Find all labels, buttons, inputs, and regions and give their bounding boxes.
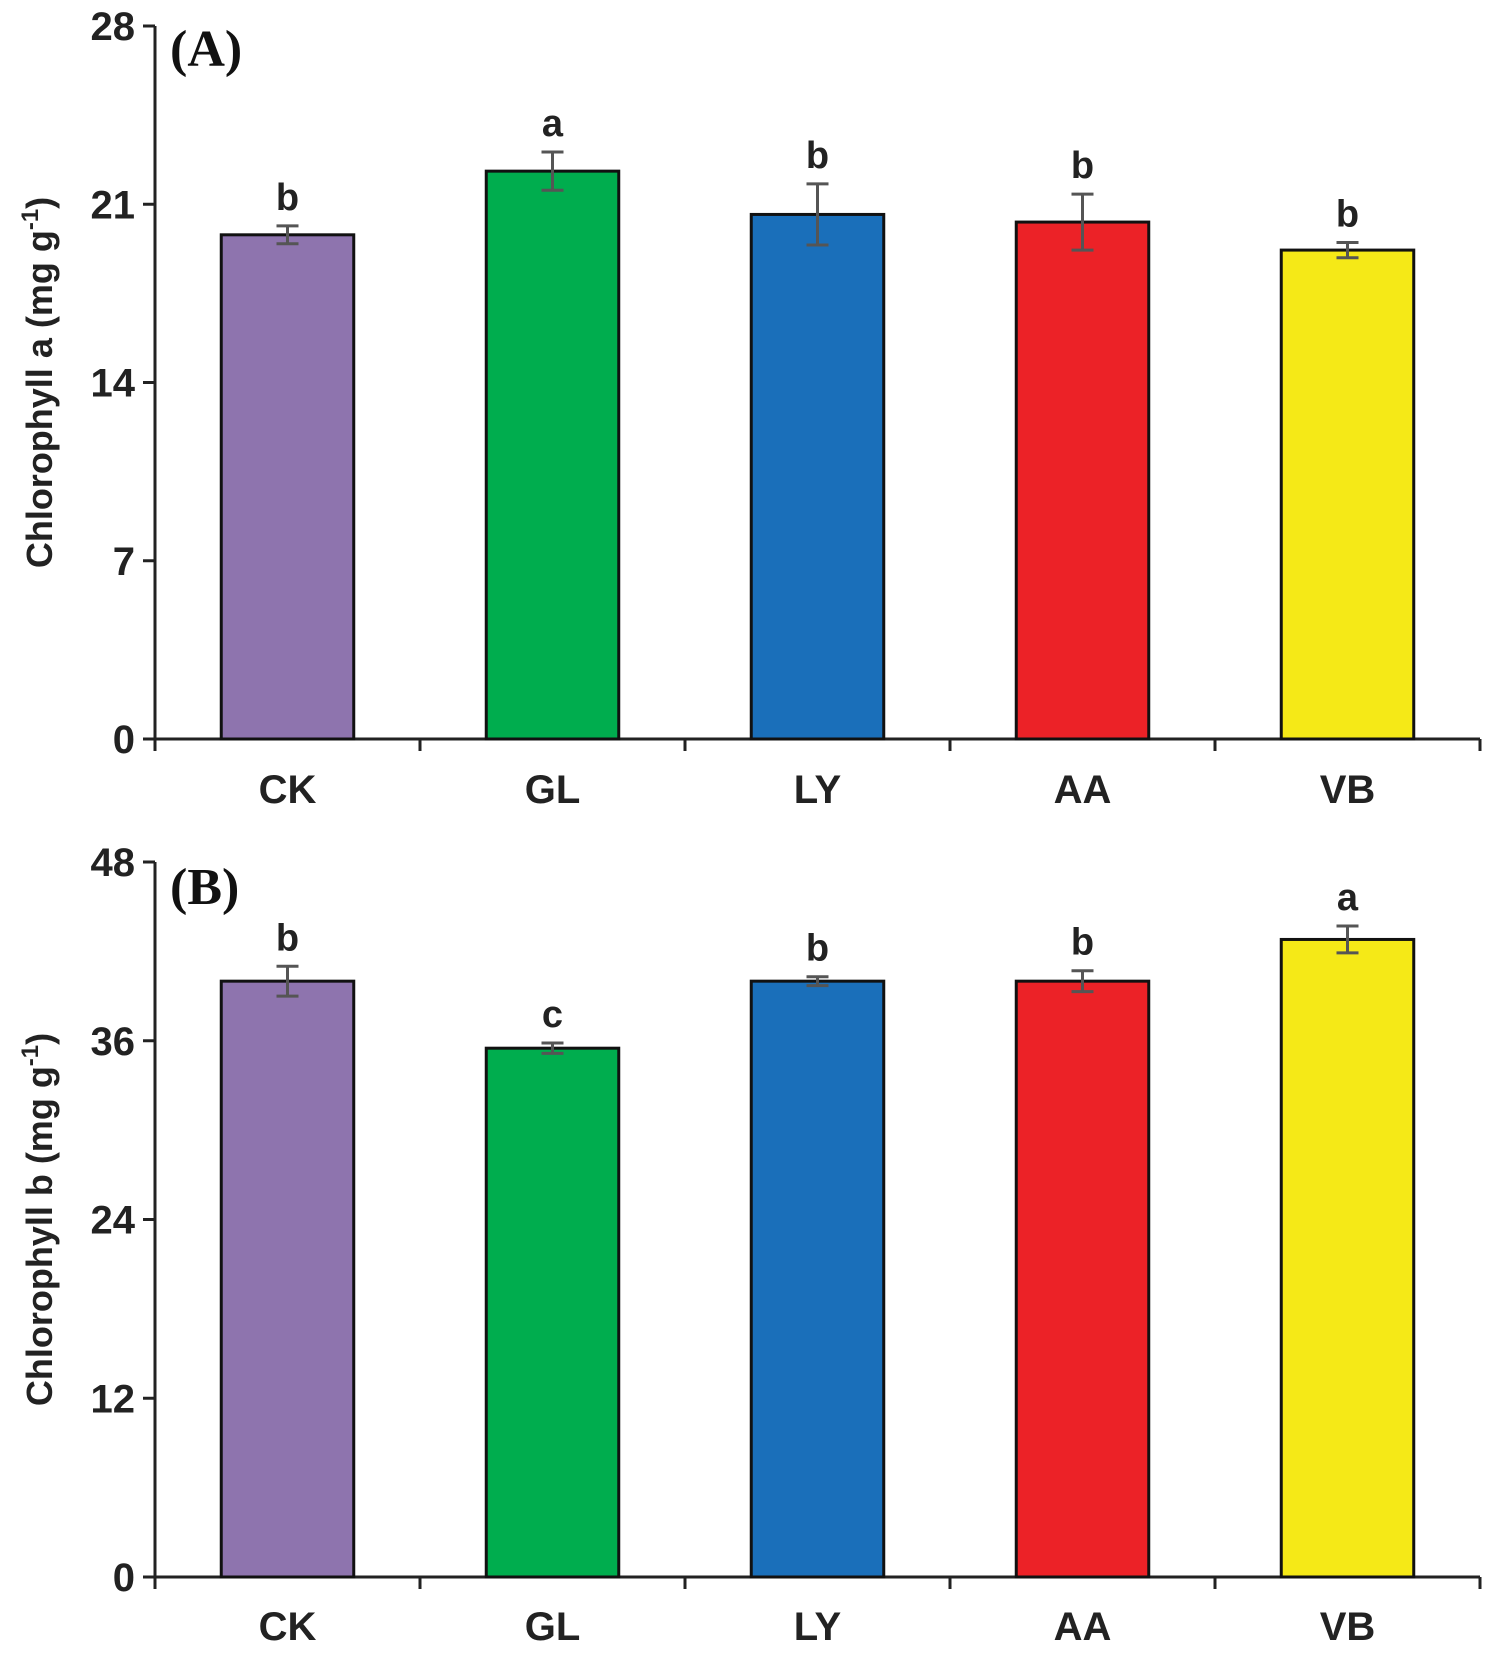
y-tick-label: 0 [113, 718, 135, 762]
bar-ly [749, 212, 886, 741]
bar-gl [484, 1046, 621, 1579]
x-category-label-ly: LY [794, 1605, 842, 1649]
y-tick-label: 28 [91, 5, 136, 49]
panel-label: (A) [170, 21, 242, 78]
y-tick-label: 0 [113, 1556, 135, 1600]
y-tick-label: 36 [91, 1020, 136, 1064]
y-tick-label: 21 [91, 183, 136, 227]
x-category-label-aa: AA [1054, 768, 1112, 812]
bar-ck [219, 233, 356, 741]
significance-label-gl: a [542, 103, 564, 145]
y-tick-label: 48 [91, 841, 136, 885]
significance-label-aa: b [1071, 922, 1094, 964]
bar-gl [484, 169, 621, 741]
x-category-label-ck: CK [259, 768, 317, 812]
x-category-label-vb: VB [1320, 1605, 1376, 1649]
x-category-label-ck: CK [259, 1605, 317, 1649]
x-category-label-ly: LY [794, 768, 842, 812]
panel-label: (B) [170, 859, 239, 916]
significance-label-gl: c [542, 994, 563, 1036]
bar-vb [1279, 937, 1416, 1579]
bar-aa [1014, 979, 1151, 1579]
significance-label-vb: a [1337, 877, 1359, 919]
y-tick-label: 7 [113, 540, 135, 584]
bar-aa [1014, 220, 1151, 741]
significance-label-ly: b [806, 135, 829, 177]
y-tick-label: 12 [91, 1377, 136, 1421]
x-category-label-vb: VB [1320, 768, 1376, 812]
significance-label-ck: b [276, 917, 299, 959]
chart-panel-1: 0 7 14 21 28 b CK a GL b LY b AA b VB Chlorophyll a (mg… [17, 5, 1482, 812]
x-category-label-aa: AA [1054, 1605, 1112, 1649]
y-axis-title: Chlorophyll a (mg g-1) [17, 197, 60, 568]
bar-vb [1279, 248, 1416, 741]
significance-label-ck: b [276, 177, 299, 219]
y-tick-label: 14 [91, 362, 136, 406]
bar-ck [219, 979, 356, 1579]
significance-label-aa: b [1071, 145, 1094, 187]
y-axis-title: Chlorophyll b (mg g-1) [17, 1033, 60, 1406]
significance-label-ly: b [806, 928, 829, 970]
significance-label-vb: b [1336, 193, 1359, 235]
chart-panel-2: 0 12 24 36 48 b CK c GL b LY b AA a VB Chlorophyll b (m… [17, 841, 1482, 1649]
x-category-label-gl: GL [525, 1605, 581, 1649]
x-category-label-gl: GL [525, 768, 581, 812]
y-tick-label: 24 [91, 1199, 136, 1243]
bar-ly [749, 979, 886, 1579]
